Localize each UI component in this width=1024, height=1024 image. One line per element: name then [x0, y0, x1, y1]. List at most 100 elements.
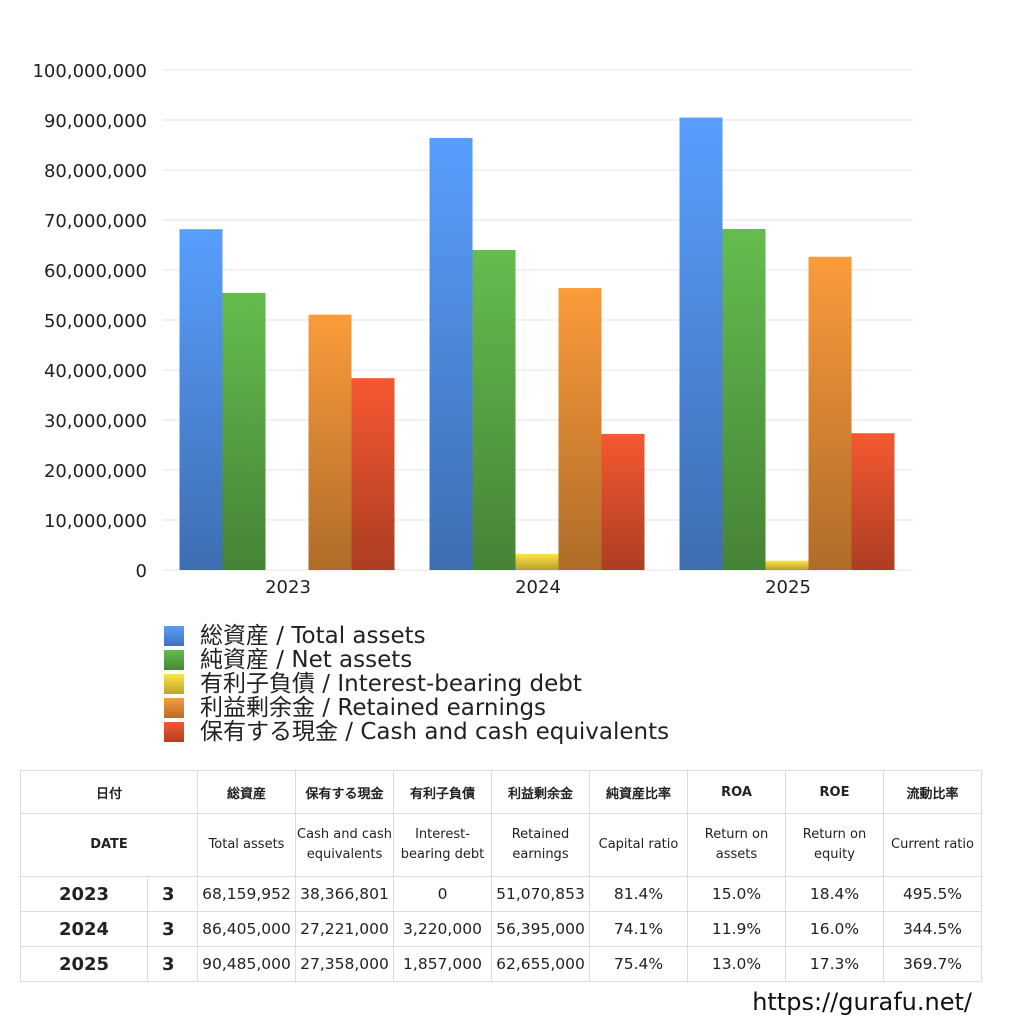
y-tick-label: 40,000,000	[44, 361, 147, 382]
legend-label: 利益剰余金 / Retained earnings	[200, 695, 547, 721]
cell-retained: 56,395,000	[491, 911, 590, 947]
legend-item-net-assets: 純資産 / Net assets	[164, 648, 669, 672]
cell-debt: 0	[393, 876, 492, 912]
legend-swatch	[164, 650, 184, 670]
legend-item-retained-earnings: 利益剰余金 / Retained earnings	[164, 696, 669, 720]
header-roa-jp: ROA	[687, 770, 786, 814]
legend-label: 有利子負債 / Interest-bearing debt	[200, 671, 582, 697]
cell-cash: 38,366,801	[295, 876, 394, 912]
bar-2024-series-1	[472, 250, 516, 570]
legend-label: 総資産 / Total assets	[200, 623, 426, 649]
header-roe-jp: ROE	[785, 770, 884, 814]
header-roe-en: Return on equity	[785, 813, 884, 877]
header-retained-en: Retained earnings	[491, 813, 590, 877]
bar-chart: 0 10,000,000 20,000,000 30,000,000 40,000,00…	[32, 61, 913, 598]
financial-table: 日付 総資産 保有する現金 有利子負債 利益剰余金 純資産比率 ROA ROE …	[20, 770, 982, 982]
table-row: 2024 3 86,405,000 27,221,000 3,220,000 5…	[20, 911, 982, 947]
cell-retained: 51,070,853	[491, 876, 590, 912]
y-tick-label: 90,000,000	[44, 111, 147, 132]
cell-year: 2023	[20, 876, 148, 912]
cell-roe: 17.3%	[785, 946, 884, 982]
header-capital-ratio-en: Capital ratio	[589, 813, 688, 877]
cell-total-assets: 86,405,000	[197, 911, 296, 947]
y-tick-label: 100,000,000	[32, 61, 147, 82]
y-tick-label: 80,000,000	[44, 161, 147, 182]
y-tick-label: 10,000,000	[44, 511, 147, 532]
bar-2025-series-0	[679, 117, 723, 570]
legend-swatch	[164, 626, 184, 646]
cell-month: 3	[147, 946, 198, 982]
header-current-ratio-en: Current ratio	[883, 813, 982, 877]
grid-lines	[163, 69, 913, 571]
header-total-assets-jp: 総資産	[197, 770, 296, 814]
cell-current-ratio: 344.5%	[883, 911, 982, 947]
cell-total-assets: 68,159,952	[197, 876, 296, 912]
header-date-jp: 日付	[20, 770, 198, 814]
cell-roe: 18.4%	[785, 876, 884, 912]
cell-current-ratio: 495.5%	[883, 876, 982, 912]
y-tick-label: 20,000,000	[44, 461, 147, 482]
y-axis-ticks: 0 10,000,000 20,000,000 30,000,000 40,000,00…	[32, 61, 147, 582]
header-capital-ratio-jp: 純資産比率	[589, 770, 688, 814]
header-retained-jp: 利益剰余金	[491, 770, 590, 814]
x-axis-categories: 2023 2024 2025	[265, 577, 811, 598]
cell-current-ratio: 369.7%	[883, 946, 982, 982]
x-category-label: 2024	[515, 577, 561, 598]
header-debt-en: Interest-bearing debt	[393, 813, 492, 877]
header-date-en: DATE	[20, 813, 198, 877]
header-cash-jp: 保有する現金	[295, 770, 394, 814]
legend-swatch	[164, 674, 184, 694]
bar-2025-series-4	[851, 433, 895, 570]
header-roa-en: Return on assets	[687, 813, 786, 877]
cell-capital-ratio: 74.1%	[589, 911, 688, 947]
cell-retained: 62,655,000	[491, 946, 590, 982]
cell-roa: 15.0%	[687, 876, 786, 912]
header-current-ratio-jp: 流動比率	[883, 770, 982, 814]
legend: 総資産 / Total assets 純資産 / Net assets 有利子負…	[164, 624, 669, 744]
bar-2023-series-1	[222, 292, 266, 570]
bar-2024-series-4	[601, 433, 645, 570]
bar-2023-series-4	[351, 378, 395, 570]
bar-2025-series-2	[765, 560, 809, 570]
y-tick-label: 50,000,000	[44, 311, 147, 332]
cell-cash: 27,221,000	[295, 911, 394, 947]
cell-month: 3	[147, 911, 198, 947]
legend-item-cash: 保有する現金 / Cash and cash equivalents	[164, 720, 669, 744]
cell-capital-ratio: 75.4%	[589, 946, 688, 982]
bars	[179, 117, 895, 570]
bar-2023-series-3	[308, 314, 352, 570]
cell-roa: 13.0%	[687, 946, 786, 982]
header-debt-jp: 有利子負債	[393, 770, 492, 814]
cell-month: 3	[147, 876, 198, 912]
table-header-jp: 日付 総資産 保有する現金 有利子負債 利益剰余金 純資産比率 ROA ROE …	[20, 770, 982, 814]
cell-capital-ratio: 81.4%	[589, 876, 688, 912]
bar-2025-series-3	[808, 256, 852, 570]
bar-2025-series-1	[722, 229, 766, 570]
legend-swatch	[164, 722, 184, 742]
legend-item-interest-bearing-debt: 有利子負債 / Interest-bearing debt	[164, 672, 669, 696]
legend-item-total-assets: 総資産 / Total assets	[164, 624, 669, 648]
cell-year: 2024	[20, 911, 148, 947]
cell-cash: 27,358,000	[295, 946, 394, 982]
cell-total-assets: 90,485,000	[197, 946, 296, 982]
table-header-en: DATE Total assets Cash and cash equivale…	[20, 813, 982, 877]
legend-label: 純資産 / Net assets	[200, 647, 413, 673]
x-category-label: 2023	[265, 577, 311, 598]
table-row: 2025 3 90,485,000 27,358,000 1,857,000 6…	[20, 946, 982, 982]
bar-2024-series-2	[515, 553, 559, 570]
cell-roa: 11.9%	[687, 911, 786, 947]
bar-2023-series-0	[179, 229, 223, 570]
header-total-assets-en: Total assets	[197, 813, 296, 877]
y-tick-label: 0	[136, 561, 147, 582]
bar-2024-series-3	[558, 288, 602, 570]
table-row: 2023 3 68,159,952 38,366,801 0 51,070,85…	[20, 876, 982, 912]
y-tick-label: 70,000,000	[44, 211, 147, 232]
cell-roe: 16.0%	[785, 911, 884, 947]
bar-2024-series-0	[429, 137, 473, 570]
x-category-label: 2025	[765, 577, 811, 598]
source-url: https://gurafu.net/	[752, 988, 972, 1016]
header-cash-en: Cash and cash equivalents	[295, 813, 394, 877]
y-tick-label: 30,000,000	[44, 411, 147, 432]
legend-label: 保有する現金 / Cash and cash equivalents	[200, 719, 670, 745]
cell-debt: 3,220,000	[393, 911, 492, 947]
